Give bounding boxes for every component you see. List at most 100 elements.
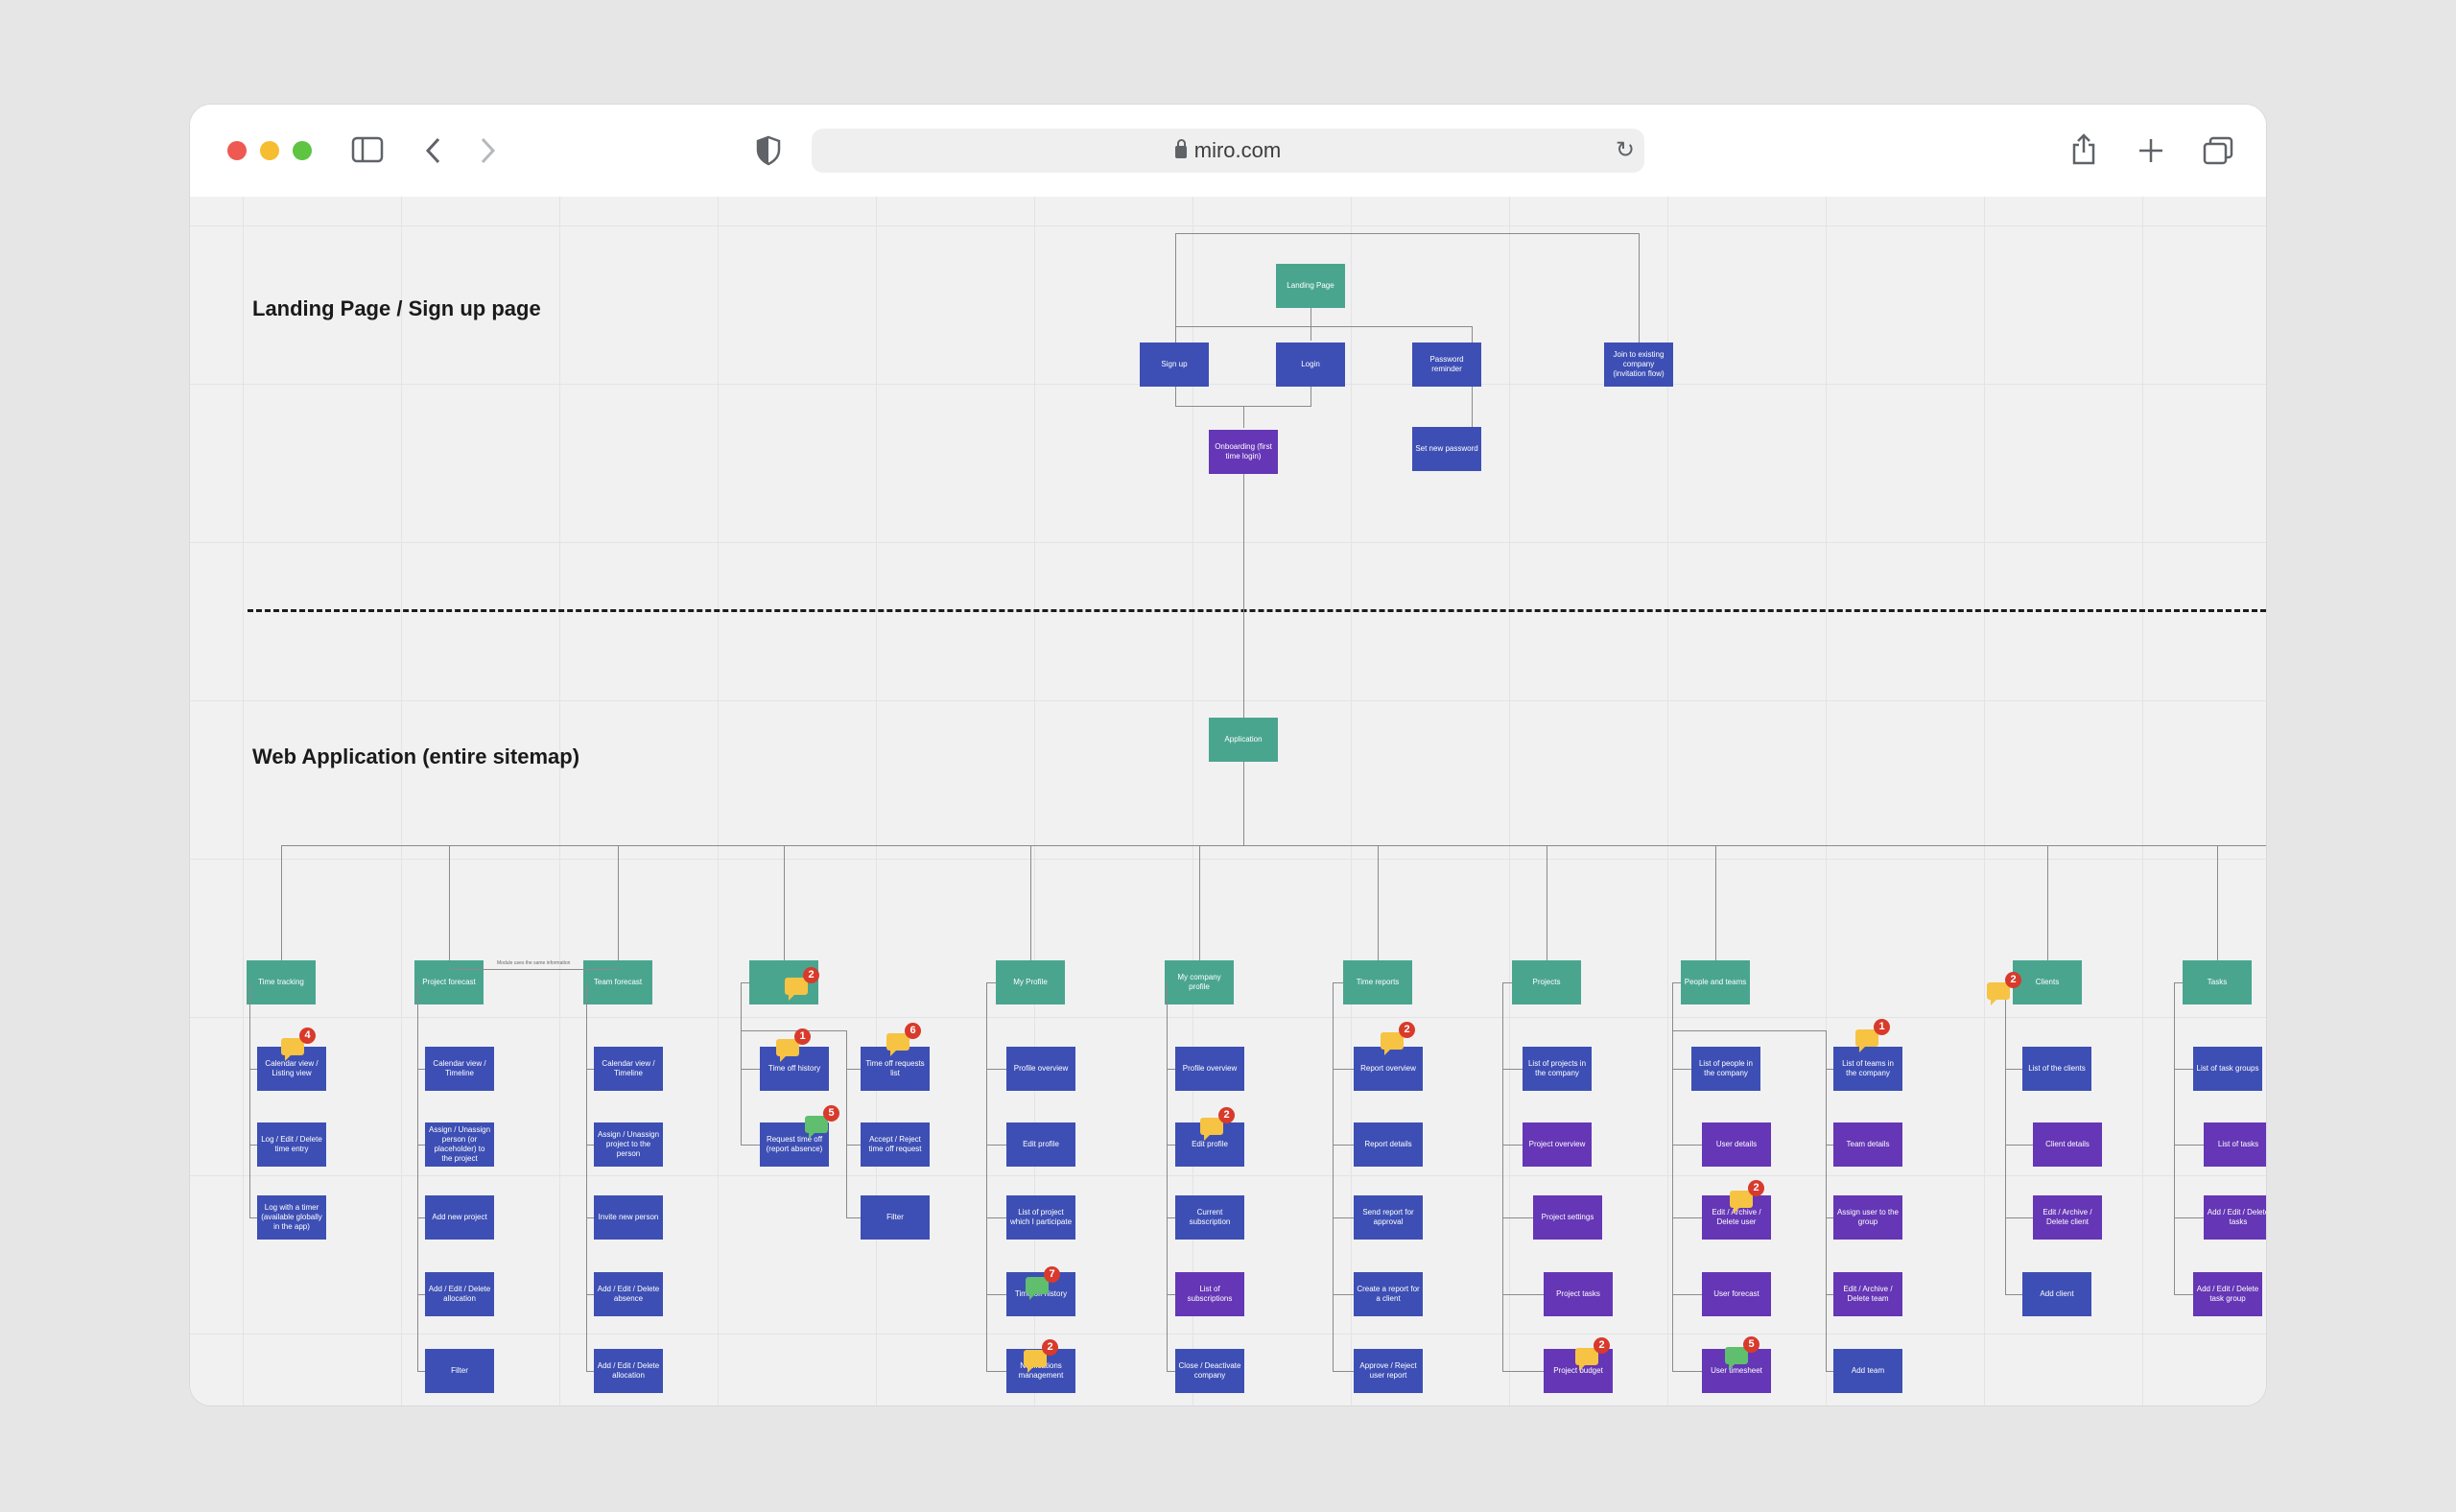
connector bbox=[1333, 1069, 1354, 1070]
connector bbox=[784, 845, 785, 960]
comment-icon[interactable]: 5 bbox=[1725, 1336, 1759, 1370]
comment-icon[interactable]: 2 bbox=[1024, 1339, 1058, 1373]
node-section-head[interactable]: Clients bbox=[2013, 960, 2082, 1004]
node-section-head[interactable]: Team forecast bbox=[583, 960, 652, 1004]
share-icon[interactable] bbox=[2070, 131, 2097, 166]
comment-icon[interactable]: 1 bbox=[776, 1028, 811, 1062]
node-onboarding[interactable]: Onboarding (first time login) bbox=[1209, 430, 1278, 474]
shield-icon[interactable] bbox=[756, 135, 781, 166]
node-page[interactable]: Project overview bbox=[1523, 1122, 1592, 1167]
reload-icon[interactable]: ↻ bbox=[1615, 137, 1635, 163]
node-page[interactable]: Edit profile bbox=[1006, 1122, 1075, 1167]
node-section-head[interactable]: Project forecast bbox=[414, 960, 484, 1004]
node-page[interactable]: Profile overview bbox=[1175, 1047, 1244, 1091]
comment-icon[interactable]: 2 bbox=[785, 967, 819, 1001]
node-page[interactable]: List of the clients bbox=[2022, 1047, 2091, 1091]
maximize-window-button[interactable] bbox=[293, 141, 312, 160]
node-section-head[interactable]: My company profile bbox=[1165, 960, 1234, 1004]
node-page[interactable]: Log / Edit / Delete time entry bbox=[257, 1122, 326, 1167]
node-page[interactable]: Calendar view / Timeline bbox=[594, 1047, 663, 1091]
node-set-new-password[interactable]: Set new password bbox=[1412, 427, 1481, 471]
node-page[interactable]: Team details bbox=[1833, 1122, 1902, 1167]
node-page[interactable]: List of tasks bbox=[2204, 1122, 2266, 1167]
node-page[interactable]: Assign user to the group bbox=[1833, 1195, 1902, 1240]
node-page[interactable]: Profile overview bbox=[1006, 1047, 1075, 1091]
node-page[interactable]: Filter bbox=[425, 1349, 494, 1393]
node-login[interactable]: Login bbox=[1276, 343, 1345, 387]
node-page[interactable]: Time off history bbox=[760, 1047, 829, 1091]
node-page[interactable]: Project tasks bbox=[1544, 1272, 1613, 1316]
forward-icon[interactable] bbox=[478, 136, 497, 165]
node-page[interactable]: Add team bbox=[1833, 1349, 1902, 1393]
node-page[interactable]: Calendar view / Listing view bbox=[257, 1047, 326, 1091]
node-page[interactable]: Add new project bbox=[425, 1195, 494, 1240]
node-section-head[interactable]: People and teams bbox=[1681, 960, 1750, 1004]
node-page[interactable]: Add / Edit / Delete allocation bbox=[425, 1272, 494, 1316]
node-page[interactable]: List of projects in the company bbox=[1523, 1047, 1592, 1091]
node-page[interactable]: Project settings bbox=[1533, 1195, 1602, 1240]
node-page[interactable]: Edit / Archive / Delete client bbox=[2033, 1195, 2102, 1240]
address-bar[interactable]: miro.com ↻ bbox=[812, 129, 1644, 173]
minimize-window-button[interactable] bbox=[260, 141, 279, 160]
node-landing-page[interactable]: Landing Page bbox=[1276, 264, 1345, 308]
back-icon[interactable] bbox=[424, 136, 443, 165]
node-page[interactable]: List of people in the company bbox=[1691, 1047, 1760, 1091]
node-page[interactable]: Log with a timer (available globally in … bbox=[257, 1195, 326, 1240]
node-page[interactable]: Send report for approval bbox=[1354, 1195, 1423, 1240]
node-password-reminder[interactable]: Password reminder bbox=[1412, 343, 1481, 387]
node-page[interactable]: User details bbox=[1702, 1122, 1771, 1167]
new-tab-icon[interactable] bbox=[2137, 137, 2164, 164]
node-page[interactable]: Add / Edit / Delete task group bbox=[2193, 1272, 2262, 1316]
node-section-head[interactable]: Time tracking bbox=[247, 960, 316, 1004]
miro-board-canvas[interactable]: Landing Page / Sign up page Web Applicat… bbox=[190, 197, 2266, 1406]
comment-icon[interactable]: 7 bbox=[1026, 1266, 1060, 1300]
node-section-head[interactable]: Projects bbox=[1512, 960, 1581, 1004]
node-page[interactable]: Close / Deactivate company bbox=[1175, 1349, 1244, 1393]
node-section-head[interactable]: My Profile bbox=[996, 960, 1065, 1004]
node-page[interactable]: Add client bbox=[2022, 1272, 2091, 1316]
connector bbox=[2005, 1069, 2022, 1070]
comment-icon[interactable]: 1 bbox=[1855, 1019, 1890, 1052]
node-page[interactable]: List of project which I participate bbox=[1006, 1195, 1075, 1240]
node-page[interactable]: List of subscriptions bbox=[1175, 1272, 1244, 1316]
comment-icon[interactable]: 2 bbox=[1987, 972, 2021, 1005]
comment-icon[interactable]: 2 bbox=[1200, 1107, 1235, 1141]
comment-icon[interactable]: 4 bbox=[281, 1028, 316, 1061]
node-page[interactable]: Calendar view / Timeline bbox=[425, 1047, 494, 1091]
node-page[interactable]: Add / Edit / Delete tasks bbox=[2204, 1195, 2266, 1240]
node-join-company[interactable]: Join to existing company (invitation flo… bbox=[1604, 343, 1673, 387]
node-page[interactable]: Add / Edit / Delete absence bbox=[594, 1272, 663, 1316]
node-page[interactable]: Edit profile bbox=[1175, 1122, 1244, 1167]
node-sign-up[interactable]: Sign up bbox=[1140, 343, 1209, 387]
node-page[interactable]: List of task groups bbox=[2193, 1047, 2262, 1091]
node-page[interactable]: Assign / Unassign project to the person bbox=[594, 1122, 663, 1167]
node-page[interactable]: Accept / Reject time off request bbox=[861, 1122, 930, 1167]
node-section-head[interactable]: Tasks bbox=[2183, 960, 2252, 1004]
node-page[interactable]: Edit / Archive / Delete team bbox=[1833, 1272, 1902, 1316]
node-page[interactable]: Request time off (report absence) bbox=[760, 1122, 829, 1167]
node-page[interactable]: Approve / Reject user report bbox=[1354, 1349, 1423, 1393]
node-page[interactable]: Invite new person bbox=[594, 1195, 663, 1240]
connector bbox=[1502, 982, 1503, 1371]
node-page[interactable]: Current subscription bbox=[1175, 1195, 1244, 1240]
comment-icon[interactable]: 2 bbox=[1575, 1337, 1610, 1371]
node-page[interactable]: User forecast bbox=[1702, 1272, 1771, 1316]
close-window-button[interactable] bbox=[227, 141, 247, 160]
node-page[interactable]: Client details bbox=[2033, 1122, 2102, 1167]
comment-icon[interactable]: 2 bbox=[1730, 1180, 1764, 1214]
node-page[interactable]: Create a report for a client bbox=[1354, 1272, 1423, 1316]
node-page[interactable]: Add / Edit / Delete allocation bbox=[594, 1349, 663, 1393]
comment-icon[interactable]: 6 bbox=[886, 1023, 921, 1056]
tabs-overview-icon[interactable] bbox=[2203, 136, 2233, 165]
connector bbox=[417, 1217, 425, 1218]
sidebar-icon[interactable] bbox=[351, 136, 384, 163]
comment-icon[interactable]: 2 bbox=[1381, 1022, 1415, 1055]
comment-icon[interactable]: 5 bbox=[805, 1105, 839, 1139]
node-page[interactable]: Filter bbox=[861, 1195, 930, 1240]
node-page[interactable]: Report details bbox=[1354, 1122, 1423, 1167]
node-page[interactable]: List of teams in the company bbox=[1833, 1047, 1902, 1091]
node-page[interactable]: Assign / Unassign person (or placeholder… bbox=[425, 1122, 494, 1167]
node-section-head[interactable]: Time reports bbox=[1343, 960, 1412, 1004]
node-application[interactable]: Application bbox=[1209, 718, 1278, 762]
comment-count-badge: 2 bbox=[1594, 1337, 1610, 1354]
